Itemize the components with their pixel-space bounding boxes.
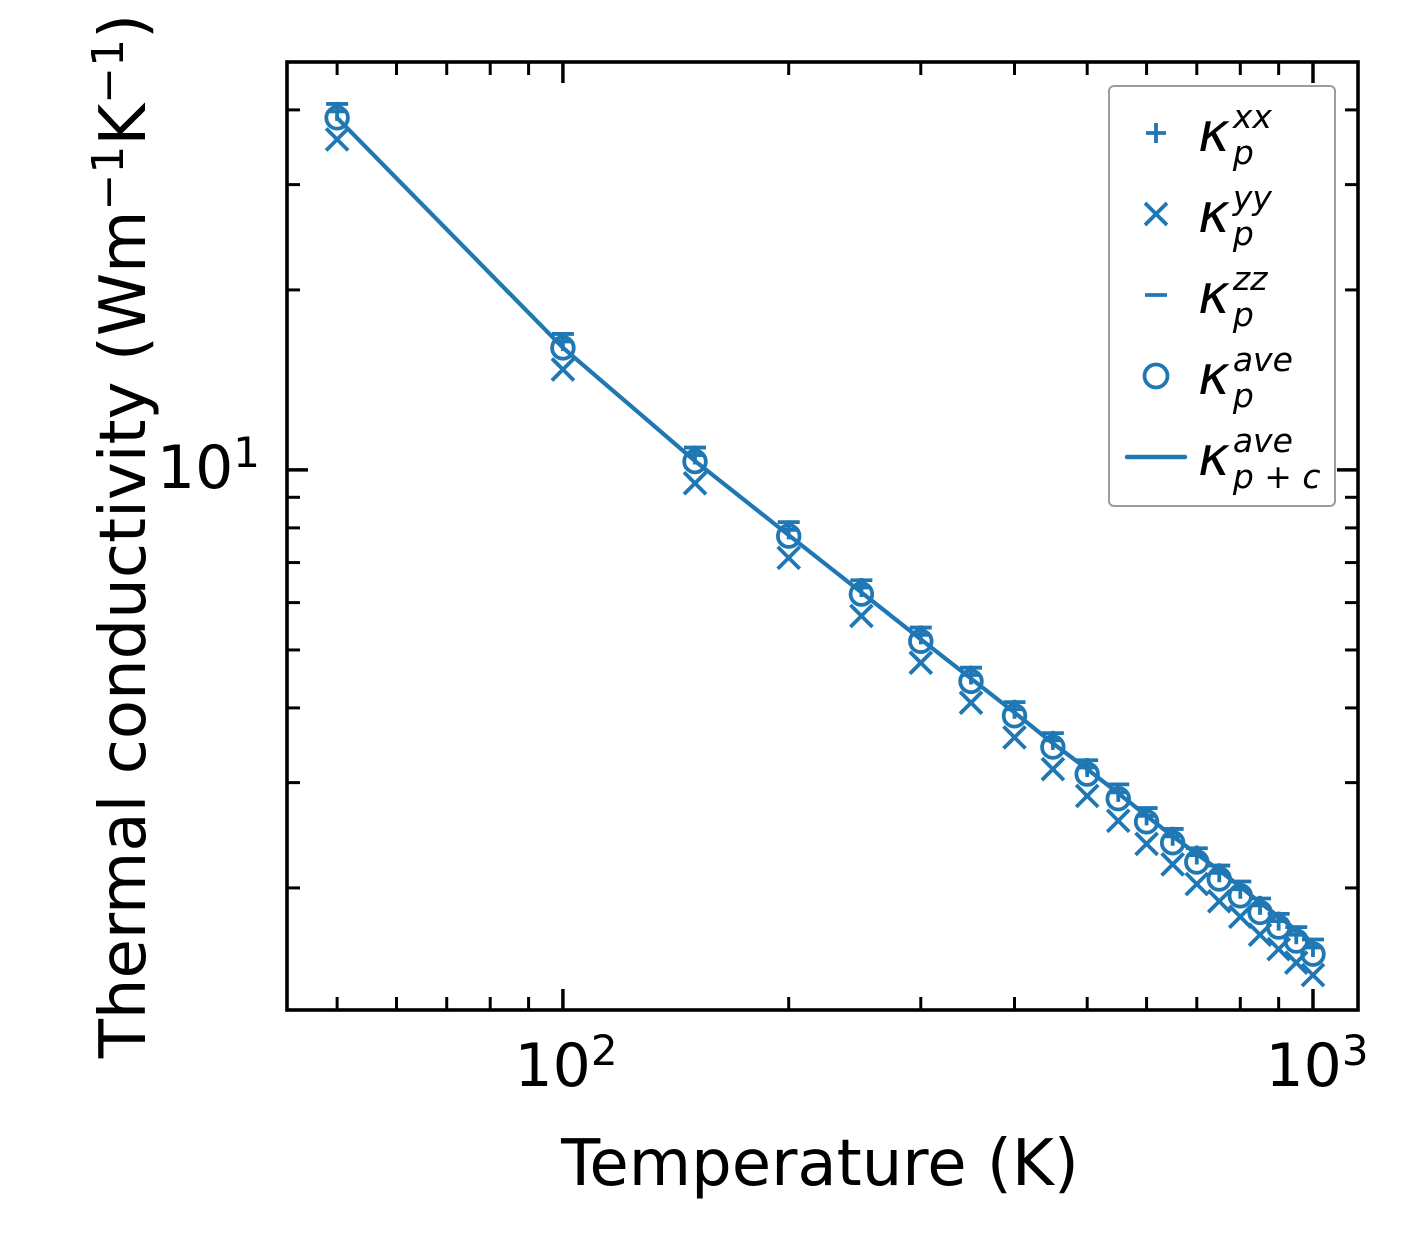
y-axis-label-sup1: −1 — [83, 145, 134, 211]
cross-marker-icon — [1124, 182, 1188, 246]
legend-label: κ ave p + c — [1198, 421, 1321, 496]
legend-kappa-symbol: κ — [1198, 424, 1230, 488]
legend-superscript: xx — [1232, 97, 1272, 136]
legend-label: κ ave p — [1198, 340, 1293, 415]
legend: κ xx p κ yy p κ zz p κ ave p κ ave p + c — [1108, 85, 1336, 507]
legend-superscript: ave — [1232, 421, 1293, 460]
legend-item-kappa-p-zz: κ zz p — [1124, 254, 1334, 335]
legend-kappa-symbol: κ — [1198, 181, 1230, 245]
y-axis-label-text: Thermal conductivity (Wm — [87, 210, 161, 1059]
legend-kappa-symbol: κ — [1198, 343, 1230, 407]
legend-subscript: p — [1232, 133, 1254, 172]
y-axis-label: Thermal conductivity (Wm−1K−1) — [83, 14, 161, 1058]
legend-superscript: ave — [1232, 340, 1293, 379]
legend-item-kappa-p-plus-c-ave: κ ave p + c — [1124, 416, 1334, 497]
x-tick-label-100: 102 — [514, 1026, 618, 1101]
series-kappa-p-yy — [324, 127, 1326, 988]
y-axis-label-sup2: −1 — [83, 38, 134, 104]
legend-item-kappa-p-xx: κ xx p — [1124, 92, 1334, 173]
legend-superscript: zz — [1232, 259, 1268, 298]
legend-label: κ zz p — [1198, 259, 1268, 334]
y-axis-ticks — [287, 108, 1358, 890]
legend-label: κ yy p — [1198, 178, 1272, 253]
series-kappa-p-plus-c-ave — [335, 115, 1316, 945]
legend-subscript: p — [1232, 214, 1254, 253]
legend-kappa-symbol: κ — [1198, 100, 1230, 164]
plus-marker-icon — [1124, 101, 1188, 165]
line-marker-icon — [1124, 425, 1188, 489]
y-axis-label-mid: K — [87, 103, 161, 146]
circle-marker-icon — [1124, 344, 1188, 408]
x-axis-label: Temperature (K) — [561, 1127, 1079, 1201]
y-tick-label-10: 101 — [156, 428, 260, 503]
plot-frame — [285, 60, 1360, 1012]
legend-subscript: p — [1232, 376, 1254, 415]
dash-marker-icon — [1124, 263, 1188, 327]
legend-item-kappa-p-yy: κ yy p — [1124, 173, 1334, 254]
legend-item-kappa-p-ave: κ ave p — [1124, 335, 1334, 416]
y-axis-label-post: ) — [87, 13, 161, 39]
x-axis-ticks — [335, 62, 1315, 1010]
legend-items: κ xx p κ yy p κ zz p κ ave p κ ave p + c — [1124, 92, 1334, 497]
x-tick-label-1000: 103 — [1265, 1026, 1369, 1101]
legend-subscript: p — [1232, 295, 1254, 334]
legend-subscript: p + c — [1232, 457, 1321, 496]
legend-kappa-symbol: κ — [1198, 262, 1230, 326]
legend-label: κ xx p — [1198, 97, 1272, 172]
legend-superscript: yy — [1232, 178, 1272, 217]
